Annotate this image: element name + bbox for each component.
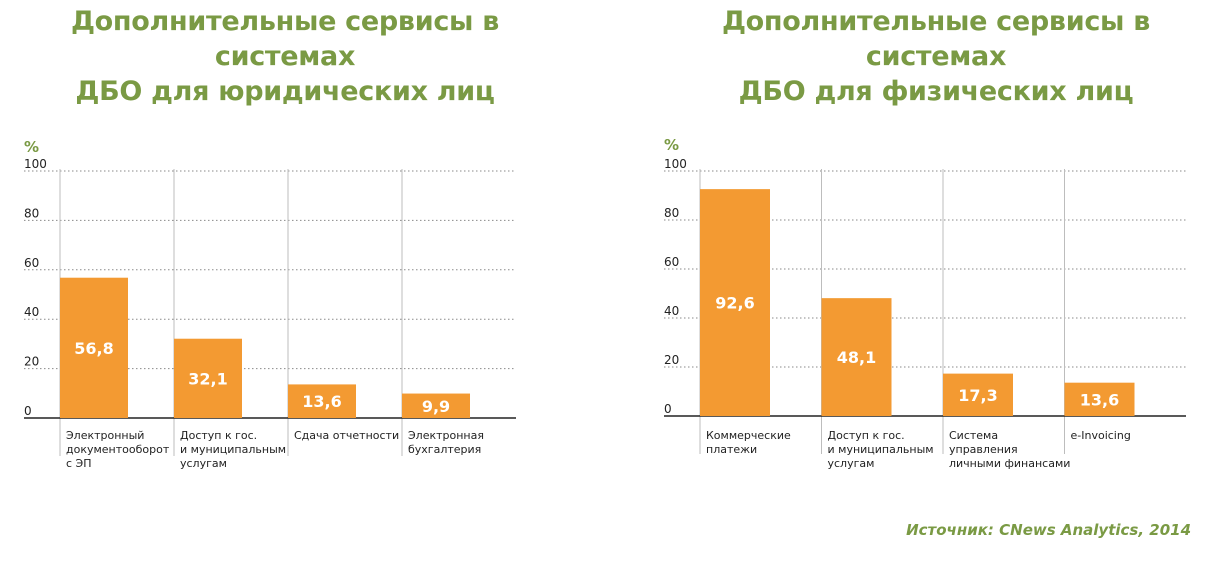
category-label-line: услугам	[828, 457, 875, 470]
bar	[402, 393, 470, 418]
category-label-line: e-Invoicing	[1071, 429, 1131, 442]
y-tick-label: 100	[664, 157, 687, 171]
bar	[821, 298, 892, 416]
source-note: Источник: CNews Analytics, 2014	[906, 521, 1191, 539]
category-label-line: и муниципальным	[828, 443, 934, 456]
y-unit-label: %	[664, 136, 679, 154]
category-label-line: Коммерческие	[706, 429, 791, 442]
bar-value-label: 9,9	[422, 397, 450, 416]
bar	[60, 277, 128, 418]
category-label-line: платежи	[706, 443, 757, 456]
category-label: Доступ к гос. и муниципальным услугам	[828, 429, 934, 470]
bar	[700, 189, 770, 416]
category-label-line: Доступ к гос.	[828, 429, 905, 442]
category-label: Коммерческие платежи	[706, 429, 791, 456]
bar-value-label: 13,6	[302, 392, 341, 411]
category-label: Электронная бухгалтерия	[408, 429, 484, 456]
chart-group-1: % 0 20 40 60 80 100 92,6 Коммерческие платежи 48,1…	[664, 136, 1186, 470]
bar-value-label: 48,1	[837, 348, 876, 367]
category-label: Система управления личными финансами	[949, 429, 1070, 470]
chart-title-line: Дополнительные сервисы в системах	[70, 6, 500, 72]
category-label-line: с ЭП	[66, 457, 92, 470]
bar-value-label: 32,1	[188, 369, 227, 388]
chart-title-line: ДБО для физических лиц	[738, 76, 1134, 107]
y-tick-label: 60	[664, 255, 679, 269]
y-tick-label: 60	[24, 256, 39, 270]
category-label-line: Доступ к гос.	[180, 429, 257, 442]
y-tick-label: 20	[664, 353, 679, 367]
bar-value-label: 92,6	[715, 294, 754, 313]
category-label-line: управления	[949, 443, 1018, 456]
bar-value-label: 13,6	[1080, 390, 1119, 409]
category-label-line: документооборот	[66, 443, 170, 456]
category-label-line: услугам	[180, 457, 227, 470]
category-label: Доступ к гос. и муниципальным услугам	[180, 429, 286, 470]
category-label: Электронный документооборот с ЭП	[66, 429, 170, 470]
bar	[1064, 382, 1135, 416]
y-tick-label: 100	[24, 157, 47, 171]
category-label-line: Система	[949, 429, 998, 442]
category-label-line: личными финансами	[949, 457, 1070, 470]
category-label: e-Invoicing	[1071, 429, 1131, 442]
category-label-line: Электронный	[66, 429, 144, 442]
chart-group-0: % 0 20 40 60 80 100 56,8 Электронный документообо…	[24, 138, 516, 470]
bar-value-label: 17,3	[958, 386, 997, 405]
y-tick-label: 80	[24, 206, 39, 220]
y-tick-label: 40	[24, 305, 39, 319]
bar-value-label: 56,8	[74, 339, 113, 358]
chart-title-individuals: Дополнительные сервисы в системах ДБО дл…	[656, 4, 1216, 109]
y-unit-label: %	[24, 138, 39, 156]
y-tick-label: 40	[664, 304, 679, 318]
bar	[288, 384, 356, 418]
chart-title-line: Дополнительные сервисы в системах	[721, 6, 1151, 72]
y-tick-label: 20	[24, 355, 39, 369]
bar	[943, 373, 1013, 416]
category-label-line: Сдача отчетности	[294, 429, 399, 442]
chart-title-line: ДБО для юридических лиц	[75, 76, 495, 107]
category-label-line: и муниципальным	[180, 443, 286, 456]
chart-title-legal-entities: Дополнительные сервисы в системах ДБО дл…	[5, 4, 565, 109]
category-label-line: Электронная	[408, 429, 484, 442]
y-tick-label: 0	[24, 404, 32, 418]
y-tick-label: 80	[664, 206, 679, 220]
bar	[174, 338, 242, 418]
category-label: Сдача отчетности	[294, 429, 399, 442]
y-tick-label: 0	[664, 402, 672, 416]
category-label-line: бухгалтерия	[408, 443, 481, 456]
